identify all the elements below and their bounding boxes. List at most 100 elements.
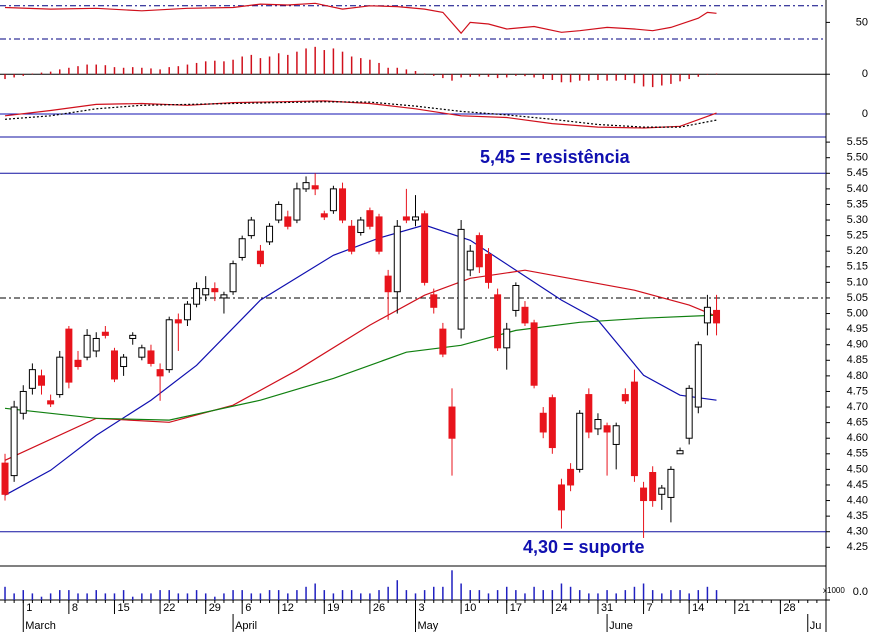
candle-body bbox=[393, 225, 401, 293]
bar bbox=[487, 74, 490, 77]
candle-body bbox=[630, 381, 638, 477]
bar bbox=[268, 590, 271, 600]
bar bbox=[661, 74, 663, 86]
candle-body bbox=[676, 450, 684, 455]
x-tick-label: 22 bbox=[163, 602, 175, 614]
bar bbox=[277, 53, 280, 75]
bar bbox=[323, 590, 326, 600]
candle-body bbox=[576, 412, 584, 470]
bar bbox=[49, 71, 52, 75]
y-tick-label: 4.40 bbox=[847, 494, 868, 506]
line-series bbox=[4, 314, 717, 421]
candle-body bbox=[640, 487, 648, 502]
bar bbox=[551, 74, 554, 81]
bar bbox=[323, 50, 326, 75]
x-tick-label: 3 bbox=[419, 602, 425, 614]
bar bbox=[13, 74, 15, 78]
bar bbox=[642, 583, 645, 600]
bar bbox=[706, 74, 709, 75]
candle-body bbox=[165, 319, 173, 371]
month-label: Ju bbox=[810, 620, 822, 632]
candle-body bbox=[603, 425, 611, 433]
candle-body bbox=[621, 394, 629, 402]
y-tick-label: 4.55 bbox=[847, 448, 868, 460]
bar bbox=[168, 67, 170, 75]
bar bbox=[533, 586, 535, 600]
y-tick-label: 4.85 bbox=[847, 354, 868, 366]
bar bbox=[314, 583, 316, 600]
y-tick-label: 5.45 bbox=[847, 167, 868, 179]
bar bbox=[131, 67, 134, 75]
bar bbox=[578, 74, 581, 81]
bar bbox=[423, 590, 426, 600]
bar bbox=[250, 593, 253, 600]
candle-body bbox=[256, 250, 264, 265]
bar bbox=[688, 74, 690, 80]
candle-body bbox=[612, 425, 620, 445]
bar bbox=[95, 64, 97, 75]
x-tick-label: 15 bbox=[117, 602, 129, 614]
bar bbox=[4, 586, 6, 600]
x-tick-label: 21 bbox=[738, 602, 750, 614]
candle-body bbox=[56, 356, 64, 396]
candle-body bbox=[38, 375, 46, 386]
candle-body bbox=[28, 369, 36, 389]
y-tick-label: 5.55 bbox=[847, 136, 868, 148]
candle-body bbox=[120, 356, 128, 368]
candle-body bbox=[448, 406, 456, 439]
candle-body bbox=[193, 288, 201, 305]
bar bbox=[113, 67, 116, 75]
bar bbox=[122, 590, 125, 600]
x-tick-label: 14 bbox=[692, 602, 704, 614]
y-tick-label: 0 bbox=[862, 108, 868, 120]
candle-body bbox=[238, 238, 246, 258]
annotation: 4,30 = suporte bbox=[523, 537, 645, 557]
y-tick-label: 50 bbox=[856, 16, 868, 28]
bar bbox=[597, 74, 599, 81]
bar bbox=[77, 66, 79, 75]
candle-body bbox=[384, 275, 392, 293]
y-tick-label: 5.00 bbox=[847, 307, 868, 319]
bar bbox=[670, 590, 672, 600]
bar bbox=[560, 583, 563, 600]
bar bbox=[569, 74, 572, 83]
bar bbox=[250, 54, 253, 75]
y-tick-label: 4.50 bbox=[847, 463, 868, 475]
x-tick-label: 8 bbox=[72, 602, 78, 614]
y-tick-label: 4.95 bbox=[847, 323, 868, 335]
bar bbox=[451, 74, 453, 81]
bar bbox=[241, 56, 243, 75]
bar bbox=[460, 74, 462, 78]
bar bbox=[524, 74, 526, 77]
candle-body bbox=[19, 390, 27, 414]
candle-body bbox=[494, 294, 502, 349]
candle-body bbox=[74, 359, 82, 368]
candle-body bbox=[375, 216, 383, 252]
y-tick-label: 4.90 bbox=[847, 339, 868, 351]
bar bbox=[414, 71, 417, 75]
line-series bbox=[4, 100, 717, 129]
month-label: April bbox=[235, 620, 257, 632]
candle-body bbox=[83, 334, 91, 358]
candle-body bbox=[594, 419, 602, 430]
bar bbox=[715, 590, 718, 600]
candle-body bbox=[284, 216, 292, 227]
y-tick-label: 4.65 bbox=[847, 417, 868, 429]
bar bbox=[515, 590, 517, 600]
bar bbox=[496, 590, 499, 600]
candle-body bbox=[348, 225, 356, 252]
candle-body bbox=[366, 210, 374, 227]
candle-body bbox=[311, 185, 319, 190]
y-tick-label: 4.45 bbox=[847, 479, 868, 491]
bar bbox=[505, 74, 508, 78]
bar bbox=[159, 590, 161, 600]
y-tick-label: 5.10 bbox=[847, 276, 868, 288]
bar bbox=[68, 590, 70, 600]
y-tick-label: 5.50 bbox=[847, 152, 868, 164]
bar bbox=[122, 67, 125, 75]
bar bbox=[232, 59, 234, 75]
bar bbox=[478, 74, 481, 77]
candle-body bbox=[220, 294, 228, 299]
